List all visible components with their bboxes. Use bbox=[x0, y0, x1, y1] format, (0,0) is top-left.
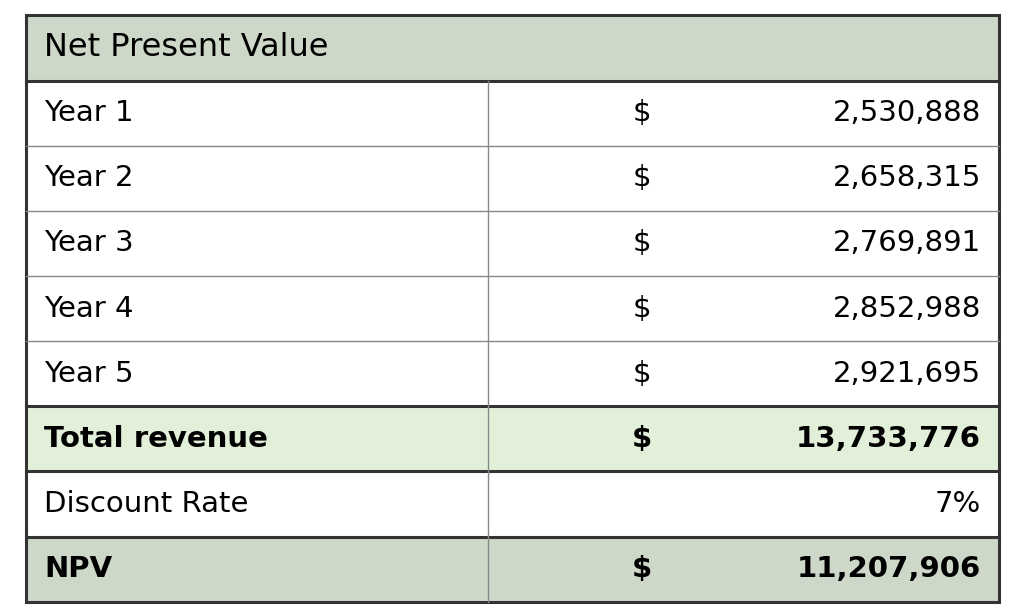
Text: 2,658,315: 2,658,315 bbox=[832, 164, 981, 192]
Bar bbox=[488, 146, 999, 211]
Bar bbox=[26, 80, 488, 146]
Text: 13,733,776: 13,733,776 bbox=[796, 425, 981, 453]
Bar bbox=[488, 211, 999, 276]
Bar bbox=[26, 341, 488, 406]
Bar bbox=[488, 341, 999, 406]
Text: NPV: NPV bbox=[44, 555, 112, 583]
Text: $: $ bbox=[631, 555, 652, 583]
Text: $: $ bbox=[632, 164, 651, 192]
Text: Year 2: Year 2 bbox=[44, 164, 133, 192]
Bar bbox=[488, 276, 999, 341]
Text: 2,530,888: 2,530,888 bbox=[832, 99, 981, 127]
Text: $: $ bbox=[631, 425, 652, 453]
Bar bbox=[26, 146, 488, 211]
Text: Year 3: Year 3 bbox=[44, 230, 133, 257]
Text: $: $ bbox=[632, 360, 651, 387]
Bar bbox=[488, 80, 999, 146]
Bar bbox=[26, 406, 488, 472]
Text: Year 1: Year 1 bbox=[44, 99, 133, 127]
Text: $: $ bbox=[632, 99, 651, 127]
Text: 2,921,695: 2,921,695 bbox=[832, 360, 981, 387]
Text: Discount Rate: Discount Rate bbox=[44, 490, 248, 518]
Bar bbox=[26, 15, 999, 80]
Bar bbox=[26, 211, 488, 276]
Bar bbox=[26, 276, 488, 341]
Text: $: $ bbox=[632, 230, 651, 257]
Text: Year 5: Year 5 bbox=[44, 360, 133, 387]
Text: Total revenue: Total revenue bbox=[44, 425, 268, 453]
Text: Year 4: Year 4 bbox=[44, 295, 133, 322]
Text: 11,207,906: 11,207,906 bbox=[796, 555, 981, 583]
Bar bbox=[488, 537, 999, 602]
Text: Net Present Value: Net Present Value bbox=[44, 33, 329, 63]
Text: 2,852,988: 2,852,988 bbox=[832, 295, 981, 322]
Text: 7%: 7% bbox=[935, 490, 981, 518]
Bar bbox=[26, 472, 488, 537]
Bar bbox=[488, 472, 999, 537]
Bar bbox=[488, 406, 999, 472]
Text: 2,769,891: 2,769,891 bbox=[832, 230, 981, 257]
Text: $: $ bbox=[632, 295, 651, 322]
Bar bbox=[26, 537, 488, 602]
